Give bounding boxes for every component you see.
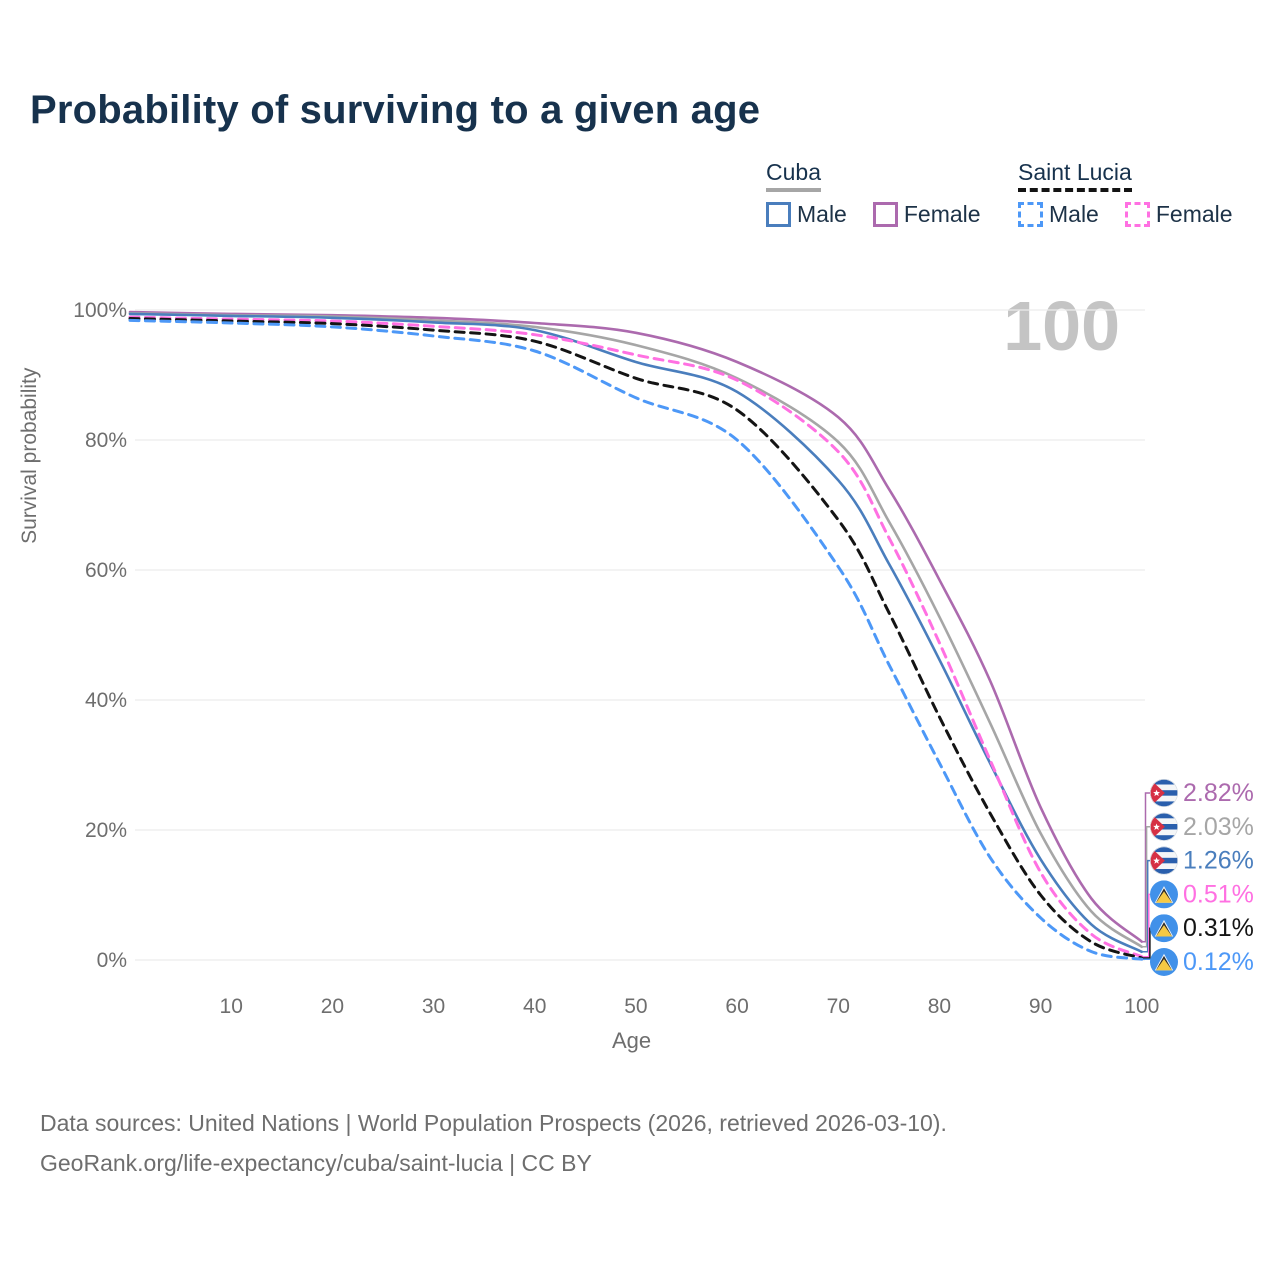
gridlines — [135, 309, 1145, 961]
legend-cuba-header[interactable]: Cuba — [766, 159, 821, 193]
axis-tick-labels: 100% 80% 60% 40% 20% 0% 10 20 30 40 50 60 70 80 90 100 — [73, 299, 1159, 1018]
legend-group-cuba: Cuba Male Female — [766, 159, 981, 228]
legend-item-cuba-female[interactable]: Female — [872, 201, 981, 228]
x-tick-label: 10 — [220, 995, 243, 1018]
end-connector-saint-lucia-both — [1143, 927, 1151, 959]
saint-lucia-male-checkbox[interactable] — [1018, 202, 1043, 228]
series-line-saint-lucia-both[interactable] — [128, 317, 1144, 960]
saint-lucia-flag-icon — [1150, 948, 1178, 976]
data-sources-note: Data sources: United Nations | World Pop… — [40, 1110, 947, 1136]
legend-label: Male — [797, 201, 847, 228]
attribution-note: GeoRank.org/life-expectancy/cuba/saint-l… — [40, 1150, 592, 1176]
end-value-cuba-female: 2.82% — [1183, 779, 1254, 807]
selected-age-watermark: 100 — [1003, 287, 1120, 365]
x-axis-title: Age — [612, 1028, 652, 1053]
series-lines — [128, 310, 1144, 961]
legend-item-saint-lucia-male[interactable]: Male — [1018, 201, 1099, 228]
saint-lucia-female-checkbox[interactable] — [1124, 202, 1150, 228]
legend-item-saint-lucia-female[interactable]: Female — [1124, 201, 1233, 228]
y-tick-label: 40% — [85, 689, 127, 712]
cuba-flag-icon — [1150, 813, 1178, 841]
saint-lucia-flag-icon — [1150, 880, 1178, 909]
saint-lucia-flag-icon — [1150, 914, 1178, 943]
cuba-female-checkbox[interactable] — [872, 202, 898, 228]
legend-saint-lucia-header[interactable]: Saint Lucia — [1018, 159, 1132, 193]
end-value-labels: 2.82% 2.03% 1.26% 0.51% 0.31% 0.12% — [1143, 779, 1254, 976]
page-title: Probability of surviving to a given age — [30, 88, 761, 132]
x-tick-label: 20 — [321, 995, 344, 1018]
end-connector-saint-lucia-female — [1143, 893, 1150, 958]
end-connector-cuba-both — [1143, 826, 1150, 948]
legend-item-cuba-male[interactable]: Male — [766, 201, 847, 228]
x-tick-label: 70 — [827, 995, 850, 1018]
legend-saint-lucia-items: Male Female — [1018, 201, 1233, 228]
end-connector-cuba-female — [1143, 792, 1150, 943]
legend-group-saint-lucia: Saint Lucia Male Female — [1018, 159, 1233, 228]
series-line-cuba-both[interactable] — [128, 312, 1144, 949]
legend-label: Female — [1155, 201, 1233, 228]
y-tick-label: 100% — [73, 299, 127, 322]
cuba-flag-icon — [1150, 779, 1178, 807]
end-connector-cuba-male — [1143, 859, 1150, 953]
x-tick-label: 50 — [624, 995, 647, 1018]
x-tick-label: 60 — [725, 995, 748, 1018]
end-value-saint-lucia-both: 0.31% — [1183, 914, 1254, 942]
series-line-saint-lucia-female[interactable] — [128, 315, 1144, 959]
legend-cuba-items: Male Female — [766, 201, 981, 228]
cuba-male-checkbox[interactable] — [766, 202, 791, 228]
cuba-flag-icon — [1150, 847, 1178, 875]
x-tick-label: 90 — [1029, 995, 1052, 1018]
x-tick-label: 80 — [928, 995, 951, 1018]
end-value-saint-lucia-female: 0.51% — [1183, 880, 1254, 908]
y-tick-label: 60% — [85, 559, 127, 582]
x-tick-label: 40 — [523, 995, 546, 1018]
y-tick-label: 80% — [85, 429, 127, 452]
series-line-cuba-female[interactable] — [128, 310, 1144, 943]
series-line-cuba-male[interactable] — [128, 312, 1144, 954]
legend-label: Female — [903, 201, 981, 228]
x-tick-label: 100 — [1124, 995, 1159, 1018]
y-tick-label: 20% — [85, 819, 127, 842]
end-value-cuba-both: 2.03% — [1183, 813, 1254, 841]
series-line-saint-lucia-male[interactable] — [128, 318, 1144, 961]
legend-label: Male — [1049, 201, 1099, 228]
x-tick-label: 30 — [422, 995, 445, 1018]
end-value-saint-lucia-male: 0.12% — [1183, 948, 1254, 976]
y-tick-label: 0% — [97, 949, 127, 972]
end-value-cuba-male: 1.26% — [1183, 847, 1254, 875]
